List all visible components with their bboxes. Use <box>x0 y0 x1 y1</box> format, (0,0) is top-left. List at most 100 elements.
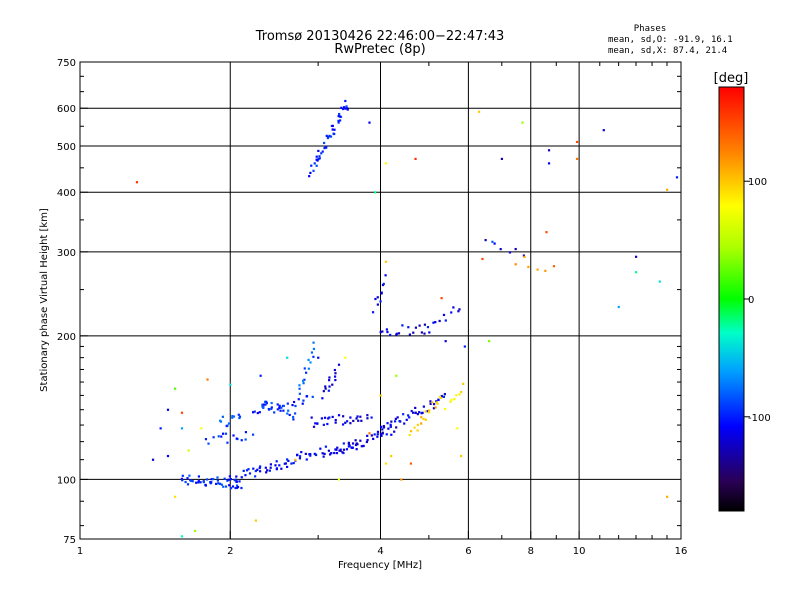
data-point <box>547 162 551 165</box>
data-point <box>658 280 661 283</box>
data-point <box>287 409 290 412</box>
data-point <box>493 242 496 245</box>
data-point <box>389 333 392 337</box>
data-point <box>207 442 210 445</box>
data-point <box>263 400 267 403</box>
data-point <box>231 485 235 488</box>
data-point <box>325 146 328 149</box>
data-point <box>544 269 547 272</box>
data-point <box>238 416 241 420</box>
data-point <box>259 374 262 377</box>
colorbar <box>718 86 745 512</box>
data-point <box>381 428 384 431</box>
data-point <box>508 251 512 254</box>
data-point <box>449 400 452 403</box>
data-point <box>385 433 388 436</box>
data-point <box>444 407 447 411</box>
data-point <box>208 481 212 484</box>
data-point <box>173 495 177 498</box>
data-point <box>312 355 315 358</box>
data-point <box>365 440 368 444</box>
data-point <box>318 157 321 160</box>
data-point <box>334 372 337 375</box>
data-point <box>413 426 416 429</box>
data-point <box>443 393 446 396</box>
data-point <box>276 403 279 406</box>
data-point <box>316 422 319 425</box>
data-point <box>434 406 437 409</box>
data-point <box>420 331 423 334</box>
data-point <box>405 418 408 421</box>
data-point <box>325 134 328 137</box>
data-point <box>354 443 358 447</box>
data-point <box>370 416 373 419</box>
data-point <box>326 422 329 426</box>
data-point <box>390 420 393 423</box>
data-point <box>210 481 213 484</box>
data-point <box>341 423 345 426</box>
data-point <box>333 368 336 372</box>
data-point <box>240 486 243 490</box>
data-point <box>292 418 295 421</box>
data-point <box>393 420 397 423</box>
data-point <box>273 411 276 414</box>
data-point <box>521 121 524 124</box>
data-point <box>223 477 226 480</box>
data-point <box>416 429 419 432</box>
data-point <box>235 484 239 487</box>
data-point <box>206 378 209 381</box>
data-point <box>552 265 556 268</box>
data-point <box>333 451 336 455</box>
data-point <box>410 409 413 413</box>
data-point <box>309 361 312 364</box>
chart-subtitle: RwPretec (8p) <box>334 42 425 57</box>
data-point <box>294 458 297 461</box>
data-point <box>675 176 679 179</box>
data-point <box>450 311 453 314</box>
data-point <box>409 430 413 433</box>
data-point <box>514 263 517 266</box>
data-point <box>420 416 423 419</box>
data-point <box>240 439 243 442</box>
data-point <box>345 105 348 108</box>
data-point <box>428 411 431 414</box>
data-point <box>384 162 388 165</box>
data-point <box>347 445 350 448</box>
data-point <box>320 152 323 155</box>
data-point <box>345 448 349 451</box>
data-point <box>308 453 311 456</box>
data-point <box>527 265 530 269</box>
data-point <box>180 477 184 480</box>
data-point <box>310 416 313 419</box>
data-point <box>186 483 190 486</box>
data-point <box>278 404 281 407</box>
data-point <box>337 478 341 481</box>
data-point <box>242 469 245 472</box>
data-point <box>575 157 579 161</box>
data-point <box>221 432 225 435</box>
data-point <box>418 324 421 327</box>
data-point <box>326 136 330 140</box>
x-tick-label: 4 <box>377 546 383 557</box>
data-point <box>202 480 205 484</box>
data-point <box>270 401 273 405</box>
data-point <box>256 411 259 415</box>
data-point <box>374 191 377 194</box>
data-point <box>379 394 382 397</box>
data-point <box>280 406 283 409</box>
data-point <box>298 384 301 387</box>
data-point <box>292 461 295 465</box>
data-point <box>463 345 466 348</box>
data-point <box>214 482 218 486</box>
data-point <box>440 297 443 300</box>
data-point <box>227 478 230 481</box>
data-point <box>432 403 436 406</box>
data-point <box>337 115 340 118</box>
data-point <box>389 423 392 426</box>
data-point <box>315 164 318 167</box>
data-point <box>359 439 362 442</box>
data-point <box>414 157 417 161</box>
data-point <box>366 434 369 437</box>
data-point <box>422 417 425 420</box>
data-point <box>229 487 233 490</box>
